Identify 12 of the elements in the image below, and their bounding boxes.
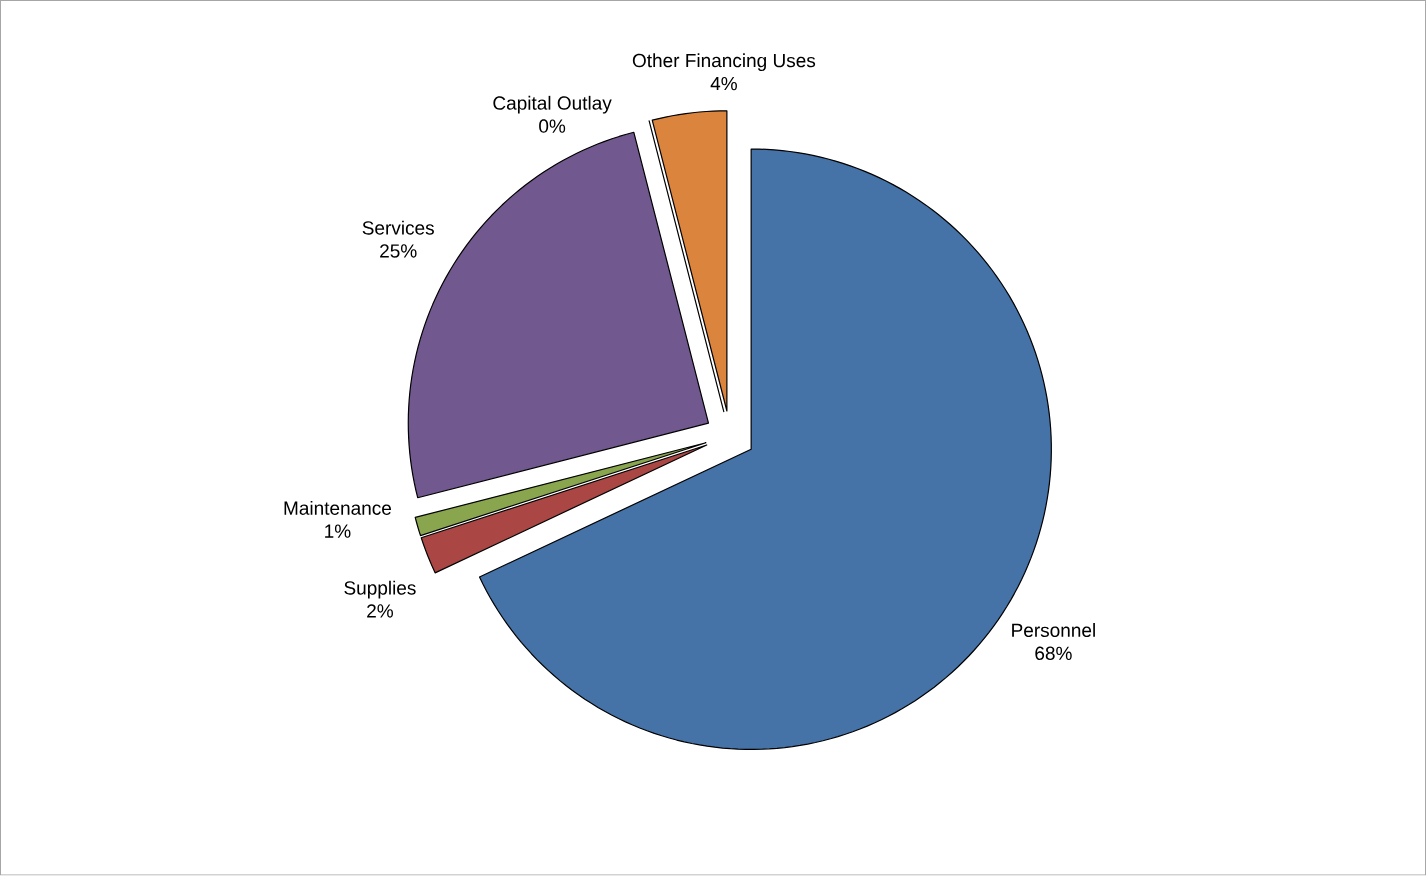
slice-label: Supplies	[344, 580, 416, 599]
data-label: 25%	[380, 244, 417, 258]
category-label: Capital Outlay	[493, 96, 612, 114]
text: 0%	[539, 119, 566, 134]
data-label: 1%	[325, 524, 351, 539]
slice-label: Other Financing Uses	[632, 53, 816, 72]
slice-label: Services	[362, 220, 434, 235]
slice-label: Maintenance	[284, 501, 391, 516]
data-label: 68%	[1035, 646, 1072, 661]
data-label: 2%	[367, 604, 393, 618]
data-label: 4%	[710, 77, 737, 91]
slice-label: Personnel	[1012, 623, 1095, 638]
